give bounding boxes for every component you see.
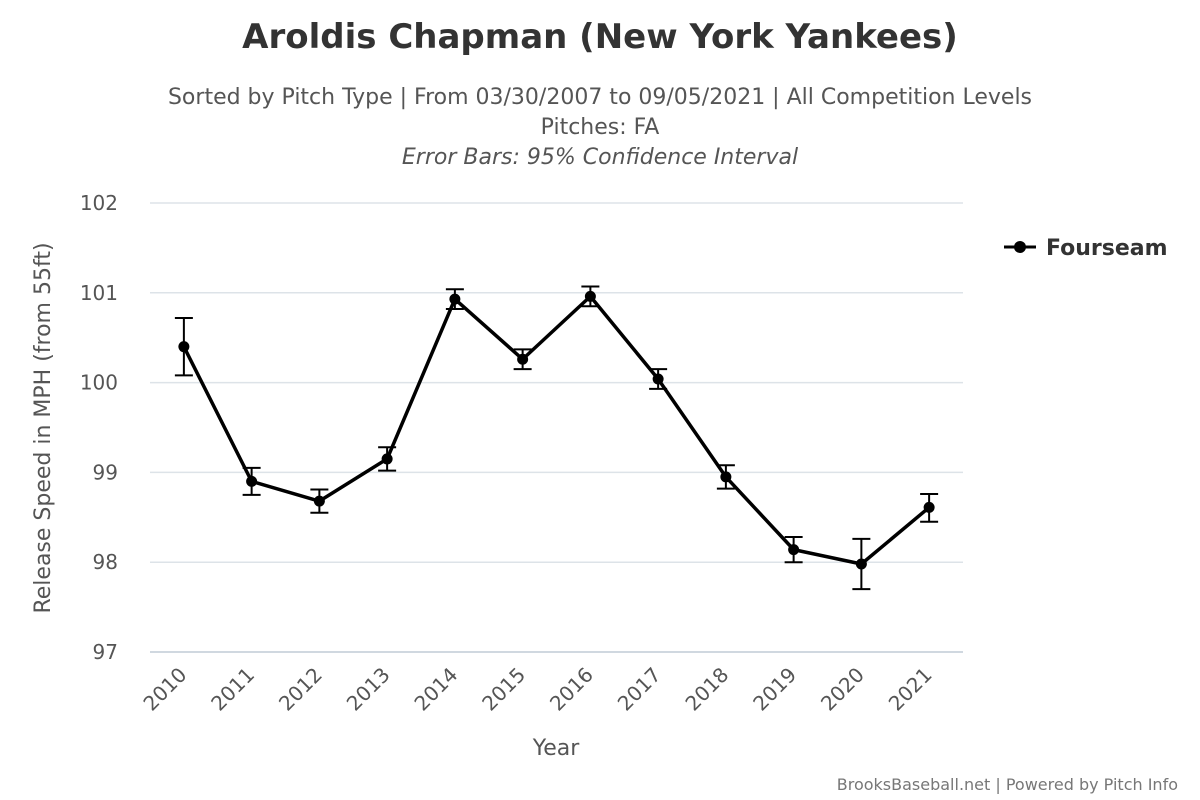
data-point[interactable] xyxy=(381,453,393,465)
data-point[interactable] xyxy=(313,495,325,507)
data-point[interactable] xyxy=(720,471,732,483)
y-tick-label: 102 xyxy=(80,191,118,215)
x-tick-label: 2012 xyxy=(274,663,327,716)
legend-label-fourseam: Fourseam xyxy=(1046,236,1168,261)
y-axis-ticks: 97 98 99 100 101 102 xyxy=(80,191,118,664)
data-point[interactable] xyxy=(517,353,529,365)
credits-link[interactable]: BrooksBaseball.net | Powered by Pitch In… xyxy=(837,775,1178,794)
x-tick-label: 2014 xyxy=(409,663,462,716)
chart-subtitle-range: Sorted by Pitch Type | From 03/30/2007 t… xyxy=(168,85,1032,110)
chart-title: Aroldis Chapman (New York Yankees) xyxy=(242,17,958,57)
series-fourseam xyxy=(174,285,939,591)
series-line xyxy=(182,294,931,566)
y-axis-title: Release Speed in MPH (from 55ft) xyxy=(31,242,56,613)
x-tick-label: 2016 xyxy=(545,663,598,716)
x-tick-label: 2019 xyxy=(748,663,801,716)
data-point[interactable] xyxy=(584,290,596,302)
x-tick-label: 2020 xyxy=(816,663,869,716)
gridlines xyxy=(150,202,963,653)
x-tick-label: 2010 xyxy=(138,663,191,716)
x-tick-label: 2015 xyxy=(477,663,530,716)
data-point[interactable] xyxy=(788,544,800,556)
data-point[interactable] xyxy=(923,501,935,513)
y-tick-label: 97 xyxy=(93,640,118,664)
y-tick-label: 100 xyxy=(80,371,118,395)
data-point[interactable] xyxy=(855,558,867,570)
data-point[interactable] xyxy=(652,373,664,385)
x-tick-label: 2013 xyxy=(342,663,395,716)
x-tick-label: 2021 xyxy=(884,663,937,716)
chart-subtitle-error-bars: Error Bars: 95% Confidence Interval xyxy=(402,145,798,170)
x-tick-label: 2017 xyxy=(613,663,666,716)
y-tick-label: 101 xyxy=(80,281,118,305)
data-point[interactable] xyxy=(178,341,190,353)
data-point[interactable] xyxy=(246,475,258,487)
x-tick-label: 2018 xyxy=(680,663,733,716)
legend[interactable]: Fourseam xyxy=(1004,236,1168,261)
legend-dot-marker xyxy=(1014,241,1026,253)
chart-subtitle-pitches: Pitches: FA xyxy=(541,115,660,140)
x-axis-ticks: 2010 2011 2012 2013 2014 2015 2016 2017 2018 2019… xyxy=(138,663,936,716)
data-point[interactable] xyxy=(449,293,461,305)
y-tick-label: 98 xyxy=(93,550,118,574)
x-axis-title: Year xyxy=(532,736,581,761)
y-tick-label: 99 xyxy=(93,460,118,484)
x-tick-label: 2011 xyxy=(206,663,259,716)
